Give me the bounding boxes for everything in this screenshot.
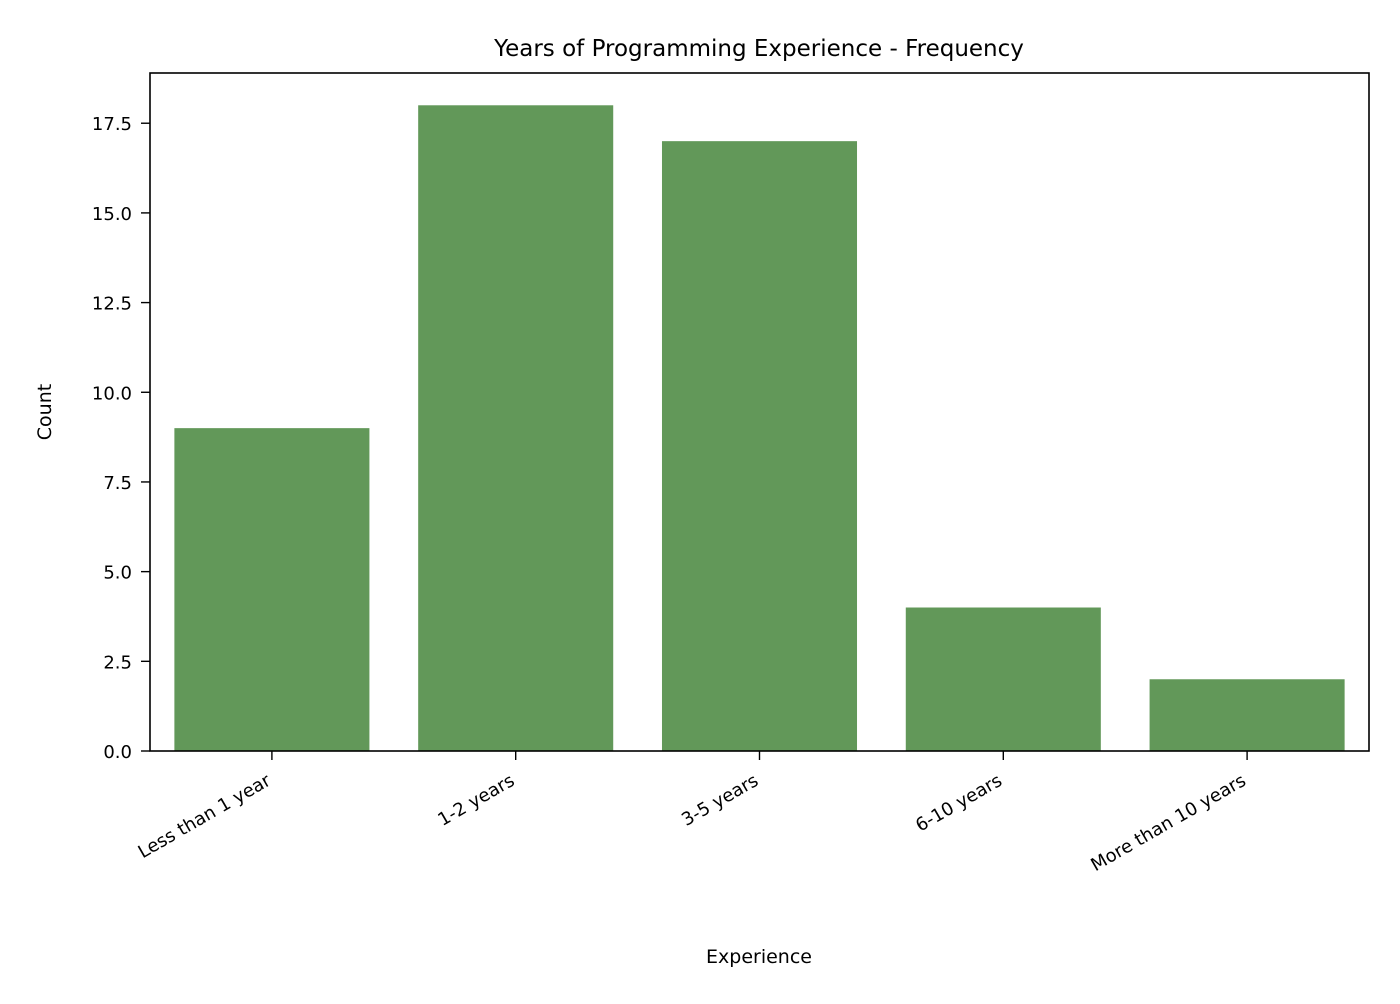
x-tick-label-3: 6-10 years <box>912 770 1006 836</box>
x-tick-label-1: 1-2 years <box>434 770 518 831</box>
bar-3 <box>905 607 1101 751</box>
y-tick-label-0: 0.0 <box>103 742 132 763</box>
bar-0 <box>174 428 370 751</box>
y-tick-label-5: 12.5 <box>92 294 132 315</box>
x-axis-label: Experience <box>706 946 812 968</box>
y-tick-label-7: 17.5 <box>92 114 132 135</box>
x-axis-ticks: Less than 1 year 1-2 years 3-5 years 6-10 y… <box>135 751 1250 876</box>
y-tick-label-3: 7.5 <box>103 473 132 494</box>
y-tick-label-6: 15.0 <box>92 204 132 225</box>
x-tick-label-0: Less than 1 year <box>135 770 275 863</box>
bar-2 <box>661 141 858 751</box>
bar-1 <box>418 105 614 752</box>
y-tick-label-4: 10.0 <box>92 383 132 404</box>
chart-title: Years of Programming Experience - Freque… <box>493 36 1024 62</box>
y-axis-ticks: 0.0 2.5 5.0 7.5 10.0 12.5 15.0 17.5 <box>92 114 150 763</box>
y-axis-label: Count <box>34 384 56 440</box>
x-tick-label-4: More than 10 years <box>1087 770 1249 876</box>
y-tick-label-2: 5.0 <box>103 563 132 584</box>
y-tick-label-1: 2.5 <box>103 652 132 673</box>
plot-frame <box>149 72 1370 752</box>
x-tick-label-2: 3-5 years <box>678 770 762 831</box>
bar-4 <box>1149 679 1345 751</box>
bars <box>174 105 1345 752</box>
